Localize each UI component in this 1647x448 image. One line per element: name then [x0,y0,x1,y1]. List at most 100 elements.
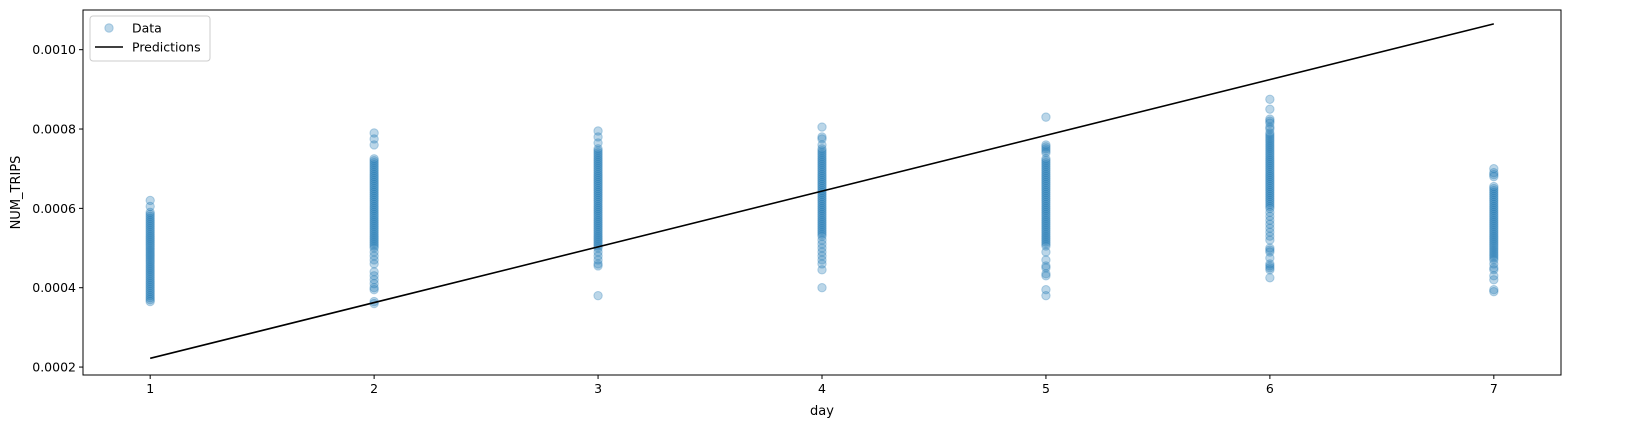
data-point [145,243,155,253]
data-point [1041,229,1051,239]
data-point [1265,158,1275,168]
data-point [817,171,827,182]
data-point [145,201,155,212]
data-point [817,215,827,225]
data-point [1489,193,1499,204]
data-point [145,217,155,227]
data-point [369,189,379,200]
data-point [145,215,155,225]
data-point [1041,162,1051,172]
data-point [1265,162,1275,172]
data-point [817,219,827,229]
data-point [593,189,603,200]
x-tick-label: 5 [1042,381,1050,396]
data-point [817,243,827,253]
y-tick-label: 0.0006 [32,201,76,216]
data-point [1265,265,1275,275]
data-point [593,203,603,214]
data-point [369,247,379,257]
data-point [817,179,827,190]
data-point [593,164,603,174]
data-point [1265,148,1275,158]
data-point [1265,142,1275,152]
data-point [369,243,379,253]
data-point [1489,191,1499,202]
data-point [1265,259,1275,269]
data-point [817,213,827,223]
data-point [817,225,827,235]
x-tick-label: 1 [146,381,154,396]
data-point [369,140,379,150]
data-point [1265,179,1275,190]
data-point [1265,185,1275,196]
data-point [369,283,379,293]
data-point [817,239,827,249]
data-point [817,144,827,154]
data-point [817,191,827,202]
data-point [145,265,155,275]
data-point [593,227,603,237]
data-point [145,211,155,222]
data-point [1489,205,1499,216]
data-point [145,255,155,265]
data-point [369,169,379,180]
data-point [817,152,827,162]
data-point [1265,114,1275,124]
data-point [593,152,603,162]
data-point [817,169,827,180]
data-point [145,213,155,223]
data-point [593,217,603,227]
data-point [1265,211,1275,222]
data-point [593,169,603,180]
data-point [1041,221,1051,231]
y-tick-label: 0.0002 [32,360,76,375]
data-point [145,275,155,285]
data-point [1265,189,1275,200]
data-point [1041,171,1051,182]
data-point [1041,165,1051,176]
data-point [1041,203,1051,214]
data-point [1041,237,1051,247]
data-point [145,261,155,271]
data-point [369,221,379,231]
data-point [1041,223,1051,233]
data-point [1265,164,1275,174]
data-point [1041,239,1051,249]
data-point [1489,235,1499,245]
data-point [1265,169,1275,180]
data-point [1041,207,1051,218]
data-point [593,173,603,184]
data-point [1041,112,1051,122]
data-point [1265,227,1275,237]
data-point [145,239,155,249]
data-point [1265,138,1275,148]
data-point [1489,215,1499,225]
data-point [593,156,603,166]
data-point [593,197,603,208]
data-point [145,221,155,231]
data-point [817,197,827,208]
data-point [369,279,379,289]
data-point [145,296,155,307]
data-point [593,167,603,178]
data-point [1041,173,1051,184]
data-point [1041,269,1051,279]
data-point [1265,197,1275,208]
data-point [1041,195,1051,206]
data-point [145,235,155,245]
data-point [369,187,379,198]
data-point [369,185,379,196]
data-point [817,154,827,164]
data-point [593,138,603,148]
data-point [1265,219,1275,229]
data-point [1041,201,1051,212]
data-point [1265,128,1275,138]
data-point [1041,233,1051,243]
data-point [817,223,827,233]
data-point [369,179,379,190]
data-point [1489,285,1499,295]
data-point [817,164,827,174]
data-point [1041,167,1051,178]
data-point [1265,223,1275,233]
legend-predictions-label: Predictions [132,40,201,55]
